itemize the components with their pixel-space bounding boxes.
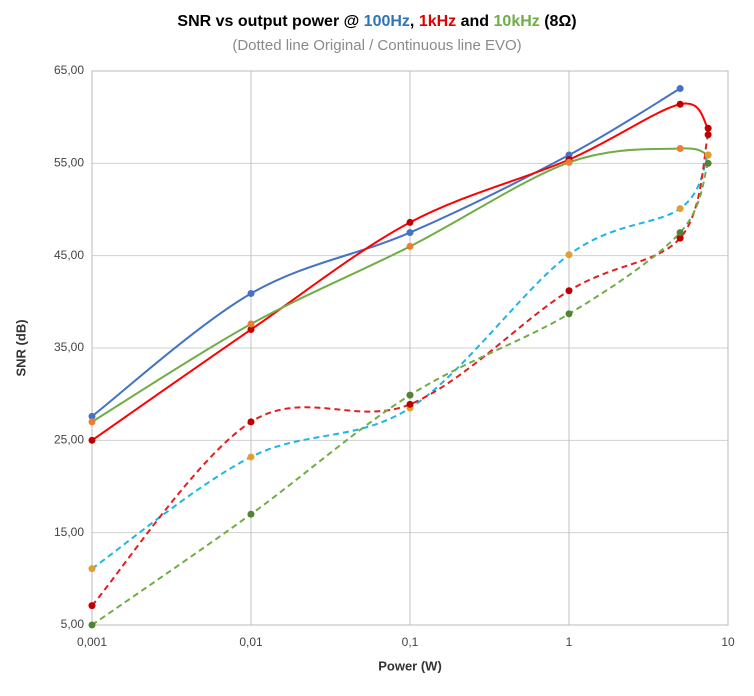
point bbox=[704, 124, 712, 132]
series-line bbox=[91, 87, 681, 418]
y-tick-label: 55,00 bbox=[54, 156, 84, 170]
point bbox=[88, 412, 96, 420]
chart-subtitle: (Dotted line Original / Continuous line … bbox=[232, 37, 521, 54]
point bbox=[88, 436, 96, 444]
point bbox=[676, 100, 684, 108]
point bbox=[406, 242, 414, 250]
series-line bbox=[91, 154, 710, 570]
point bbox=[565, 251, 573, 259]
point bbox=[676, 229, 684, 237]
x-tick-label: 0,01 bbox=[239, 635, 263, 649]
point bbox=[406, 400, 414, 408]
x-tick-label: 10 bbox=[721, 635, 735, 649]
y-tick-label: 65,00 bbox=[54, 63, 84, 77]
point bbox=[565, 158, 573, 166]
title-part: and bbox=[456, 13, 493, 30]
x-axis-label: Power (W) bbox=[378, 658, 442, 673]
title-part: 10kHz bbox=[494, 13, 540, 30]
y-tick-label: 25,00 bbox=[54, 433, 84, 447]
title-part: , bbox=[410, 13, 419, 30]
point bbox=[88, 602, 96, 610]
point bbox=[565, 287, 573, 295]
y-tick-label: 45,00 bbox=[54, 248, 84, 262]
chart-title: SNR vs output power @ 100Hz, 1kHz and 10… bbox=[177, 13, 576, 30]
point bbox=[406, 391, 414, 399]
title-part: 100Hz bbox=[364, 13, 410, 30]
series-line bbox=[91, 147, 709, 423]
x-tick-label: 0,1 bbox=[402, 635, 419, 649]
y-tick-label: 35,00 bbox=[54, 340, 84, 354]
point bbox=[676, 85, 684, 93]
y-tick-label: 5,00 bbox=[61, 617, 85, 631]
point bbox=[676, 234, 684, 242]
x-tick-label: 0,001 bbox=[77, 635, 107, 649]
point bbox=[676, 205, 684, 213]
x-tick-label: 1 bbox=[566, 635, 573, 649]
point bbox=[88, 621, 96, 629]
point bbox=[247, 290, 255, 298]
point bbox=[704, 159, 712, 167]
series-line bbox=[91, 134, 710, 607]
point bbox=[406, 218, 414, 226]
point bbox=[676, 145, 684, 153]
point bbox=[247, 453, 255, 461]
point bbox=[247, 510, 255, 518]
series-line bbox=[91, 162, 710, 626]
y-axis-label: SNR (dB) bbox=[13, 319, 28, 376]
y-tick-label: 15,00 bbox=[54, 525, 84, 539]
point bbox=[247, 320, 255, 328]
point bbox=[406, 229, 414, 237]
plot-border bbox=[91, 70, 729, 626]
series-line bbox=[91, 102, 709, 442]
point bbox=[247, 326, 255, 334]
point bbox=[704, 151, 712, 159]
point bbox=[88, 418, 96, 426]
point bbox=[565, 310, 573, 318]
point bbox=[88, 565, 96, 573]
title-part: (8Ω) bbox=[540, 13, 577, 30]
point bbox=[704, 131, 712, 139]
point bbox=[247, 418, 255, 426]
title-part: SNR vs output power @ bbox=[177, 13, 363, 30]
title-part: 1kHz bbox=[419, 13, 456, 30]
